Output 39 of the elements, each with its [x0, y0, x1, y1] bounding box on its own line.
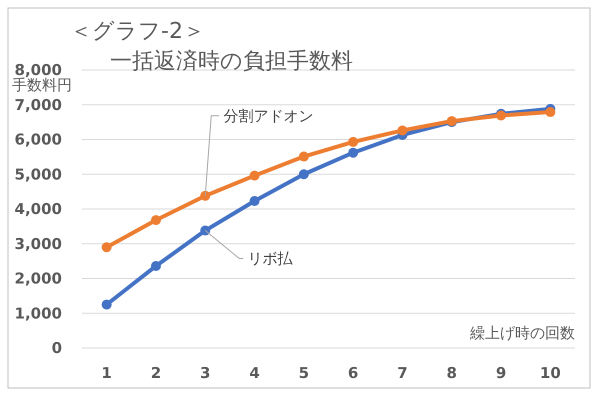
series-label: 分割アドオン: [223, 106, 314, 125]
point: [250, 170, 260, 181]
y-tick-label: 7,000: [14, 96, 62, 114]
point: [102, 300, 112, 310]
y-axis-title: 手数料円: [12, 76, 72, 94]
x-tick-label: 10: [540, 364, 561, 382]
point: [545, 107, 556, 118]
point: [150, 215, 161, 226]
y-tick-label: 8,000: [14, 61, 62, 79]
point: [102, 242, 112, 252]
x-tick-label: 7: [397, 364, 408, 382]
chart-title: ＜グラフ-2＞: [70, 19, 205, 44]
x-axis-title: 繰上げ時の回数: [469, 324, 575, 342]
x-tick-label: 9: [496, 364, 506, 382]
y-tick-label: 6,000: [14, 130, 62, 148]
point: [348, 148, 358, 158]
x-tick-label: 4: [249, 364, 260, 382]
point: [150, 260, 161, 271]
point: [200, 190, 210, 201]
point: [298, 169, 309, 180]
text: リボ払: [247, 250, 294, 268]
x-tick-label: 8: [446, 364, 457, 382]
y-tick-label: 5,000: [14, 165, 62, 184]
y-tick-label: 3,000: [14, 234, 62, 253]
x-tick-label: 1: [101, 364, 112, 382]
x-tick-label: 6: [348, 364, 358, 382]
y-tick-label: 2,000: [14, 270, 62, 288]
point: [298, 152, 309, 162]
y-tick-label: 0: [52, 339, 62, 357]
point: [200, 226, 210, 236]
x-tick-label: 3: [200, 364, 210, 382]
point: [397, 125, 408, 136]
y-tick-label: 4,000: [14, 200, 62, 218]
x-tick-label: 2: [150, 364, 162, 382]
x-tick-label: 5: [298, 364, 310, 382]
point: [348, 136, 358, 147]
y-tick-label: 1,000: [14, 304, 62, 322]
chart-subtitle: 一括返済時の負担手数料: [110, 49, 353, 74]
point: [250, 196, 260, 206]
